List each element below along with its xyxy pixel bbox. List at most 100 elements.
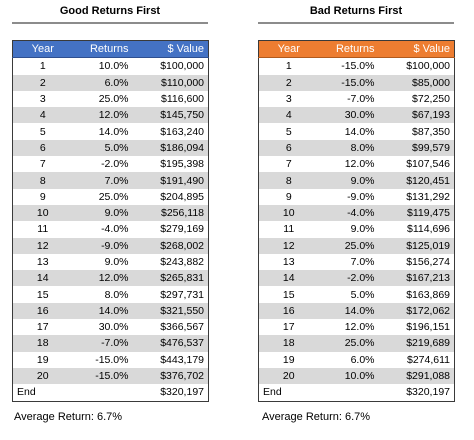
table-row: 14 12.0% $265,831	[12, 270, 209, 287]
table-header-row: Year Returns $ Value	[12, 40, 209, 58]
table-row: 10 9.0% $256,118	[12, 204, 209, 222]
header-returns: Returns	[72, 40, 133, 58]
table-row: 1 10.0% $100,000	[12, 57, 209, 75]
returns-cell: 25.0%	[318, 335, 379, 352]
value-cell: $67,193	[378, 107, 455, 124]
year-cell: 7	[258, 156, 319, 173]
returns-cell: 6.0%	[318, 351, 379, 368]
value-cell: $204,895	[132, 188, 209, 205]
returns-cell: 30.0%	[318, 107, 379, 124]
table-row: 20 -15.0% $376,702	[12, 367, 209, 385]
value-cell: $87,350	[378, 123, 455, 140]
table-row: 12 -9.0% $268,002	[12, 237, 209, 254]
table-row: 10 -4.0% $119,475	[258, 204, 455, 222]
year-cell: 16	[258, 302, 319, 320]
year-cell: 13	[258, 253, 319, 271]
returns-cell: -9.0%	[318, 188, 379, 205]
table-row: 3 -7.0% $72,250	[258, 90, 455, 108]
table-row: 15 8.0% $297,731	[12, 286, 209, 303]
returns-cell: -4.0%	[72, 221, 133, 238]
returns-cell: 8.0%	[318, 139, 379, 157]
table-row: 3 25.0% $116,600	[12, 90, 209, 108]
value-cell: $110,000	[132, 74, 209, 91]
returns-cell: 25.0%	[72, 90, 133, 108]
header-value: $ Value	[132, 40, 209, 58]
year-cell: 4	[12, 107, 73, 124]
value-cell: $376,702	[132, 367, 209, 385]
year-cell: 3	[12, 90, 73, 108]
year-cell: 7	[12, 156, 73, 173]
table-row: 6 8.0% $99,579	[258, 139, 455, 157]
table-row: 2 6.0% $110,000	[12, 74, 209, 91]
table-row: 13 9.0% $243,882	[12, 253, 209, 271]
end-label: End	[12, 384, 133, 402]
year-cell: 10	[12, 204, 73, 222]
returns-cell: -15.0%	[318, 74, 379, 91]
value-cell: $85,000	[378, 74, 455, 91]
year-cell: 16	[12, 302, 73, 320]
year-cell: 2	[12, 74, 73, 91]
returns-cell: -15.0%	[72, 351, 133, 368]
panel-title: Bad Returns First	[309, 5, 403, 17]
returns-cell: -4.0%	[318, 204, 379, 222]
value-cell: $265,831	[132, 270, 209, 287]
returns-cell: 5.0%	[318, 286, 379, 303]
table-row: 8 7.0% $191,490	[12, 172, 209, 189]
year-cell: 20	[258, 367, 319, 385]
table-row: 15 5.0% $163,869	[258, 286, 455, 303]
year-cell: 12	[258, 237, 319, 254]
value-cell: $167,213	[378, 270, 455, 287]
table-row: 19 6.0% $274,611	[258, 351, 455, 368]
table-row: 4 12.0% $145,750	[12, 107, 209, 124]
good-returns-table: Year Returns $ Value 1 10.0% $100,000 2 6.0%…	[12, 40, 209, 402]
year-cell: 6	[258, 139, 319, 157]
value-cell: $120,451	[378, 172, 455, 189]
year-cell: 10	[258, 204, 319, 222]
year-cell: 19	[258, 351, 319, 368]
year-cell: 11	[258, 221, 319, 238]
table-body: 1 -15.0% $100,000 2 -15.0% $85,000 3 -7.0% $72,2…	[258, 57, 455, 402]
returns-cell: -7.0%	[72, 335, 133, 352]
table-row: 1 -15.0% $100,000	[258, 57, 455, 75]
table-row: 9 25.0% $204,895	[12, 188, 209, 205]
table-body: 1 10.0% $100,000 2 6.0% $110,000 3 25.0% $116,60…	[12, 57, 209, 402]
table-row: 17 12.0% $196,151	[258, 319, 455, 336]
table-row-end: End $320,197	[258, 384, 455, 402]
value-cell: $191,490	[132, 172, 209, 189]
value-cell: $107,546	[378, 156, 455, 173]
year-cell: 5	[12, 123, 73, 140]
table-row: 16 14.0% $321,550	[12, 302, 209, 320]
header-year: Year	[258, 40, 319, 58]
title-divider	[258, 22, 454, 24]
table-row: 8 9.0% $120,451	[258, 172, 455, 189]
table-row: 2 -15.0% $85,000	[258, 74, 455, 91]
bad-returns-panel: Bad Returns First Year Returns $ Value 1…	[258, 0, 455, 402]
year-cell: 8	[258, 172, 319, 189]
returns-cell: 10.0%	[72, 57, 133, 75]
value-cell: $125,019	[378, 237, 455, 254]
returns-cell: -2.0%	[72, 156, 133, 173]
value-cell: $100,000	[378, 57, 455, 75]
returns-cell: -9.0%	[72, 237, 133, 254]
value-cell: $145,750	[132, 107, 209, 124]
value-cell: $114,696	[378, 221, 455, 238]
year-cell: 17	[258, 319, 319, 336]
table-row: 7 -2.0% $195,398	[12, 156, 209, 173]
returns-cell: 12.0%	[72, 270, 133, 287]
value-cell: $116,600	[132, 90, 209, 108]
year-cell: 9	[258, 188, 319, 205]
returns-cell: 14.0%	[318, 302, 379, 320]
value-cell: $131,292	[378, 188, 455, 205]
returns-cell: 9.0%	[72, 253, 133, 271]
returns-cell: -15.0%	[72, 367, 133, 385]
returns-cell: -7.0%	[318, 90, 379, 108]
end-value: $320,197	[378, 384, 455, 402]
table-row: 19 -15.0% $443,179	[12, 351, 209, 368]
year-cell: 19	[12, 351, 73, 368]
returns-cell: 8.0%	[72, 286, 133, 303]
returns-cell: 14.0%	[72, 302, 133, 320]
table-row: 17 30.0% $366,567	[12, 319, 209, 336]
year-cell: 18	[258, 335, 319, 352]
year-cell: 2	[258, 74, 319, 91]
table-row: 13 7.0% $156,274	[258, 253, 455, 271]
